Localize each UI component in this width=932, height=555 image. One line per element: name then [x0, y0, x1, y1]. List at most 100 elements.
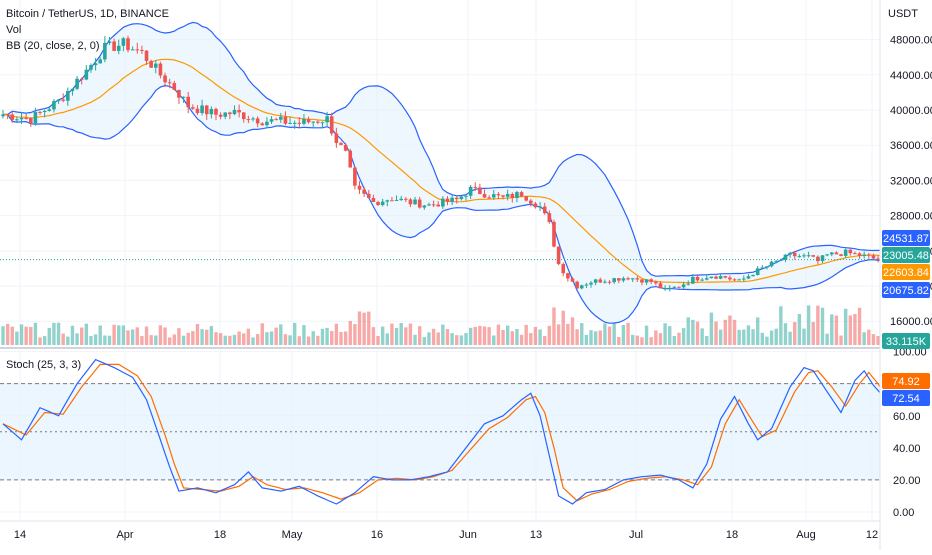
volume-bar: [223, 335, 227, 345]
candle-body: [93, 63, 98, 66]
candle-body: [658, 283, 663, 289]
volume-bar: [797, 313, 802, 345]
candle-body: [445, 198, 450, 202]
volume-bar: [732, 319, 737, 345]
volume-bar: [427, 332, 431, 345]
volume-bar: [862, 332, 866, 345]
stoch-tick-label: 40.00: [893, 443, 921, 455]
badge-bb-basis-box: [882, 264, 930, 280]
volume-bar: [686, 317, 690, 345]
stoch-tick-label: 0.00: [893, 507, 914, 519]
candle-body: [260, 123, 265, 126]
candle-body: [251, 118, 255, 120]
candle-body: [404, 198, 408, 200]
volume-bar: [292, 322, 297, 345]
volume-bar: [705, 335, 709, 345]
candle-body: [140, 49, 144, 51]
candle-body: [269, 119, 274, 122]
candle-body: [612, 278, 616, 283]
candle-body: [575, 281, 579, 289]
volume-bar: [200, 329, 204, 345]
volume-bar: [218, 333, 223, 345]
volume-bar: [205, 329, 209, 345]
symbol-title[interactable]: Bitcoin / TetherUS, 1D, BINANCE: [6, 8, 170, 20]
candle-body: [473, 186, 478, 188]
candle-body: [325, 116, 329, 123]
volume-bar: [42, 336, 47, 345]
candle-body: [431, 204, 436, 206]
candle-body: [691, 276, 695, 284]
volume-bar: [672, 336, 677, 345]
volume-bar: [367, 311, 371, 345]
stoch-legend[interactable]: Stoch (25, 3, 3): [6, 357, 81, 373]
volume-legend[interactable]: Vol: [6, 24, 22, 36]
badge-stoch-k-text: 72.54: [892, 393, 920, 405]
volume-bar: [404, 327, 408, 345]
volume-bar: [783, 323, 788, 345]
candle-body: [589, 282, 593, 285]
volume-bar: [640, 337, 644, 345]
volume-bar: [700, 328, 704, 345]
badge-bb-upper-text: 24531.87: [883, 233, 929, 245]
candle-body: [783, 254, 788, 260]
volume-bar: [181, 335, 186, 345]
volume-bar: [47, 327, 51, 345]
time-tick-label: May: [282, 529, 303, 541]
volume-bar: [394, 327, 399, 345]
candle-body: [640, 279, 644, 283]
candle-body: [686, 283, 691, 285]
stoch-tick-label: 100.00: [893, 347, 927, 359]
candle-body: [728, 277, 732, 280]
volume-bar: [98, 325, 102, 345]
candle-body: [376, 201, 380, 206]
candle-body: [857, 253, 862, 256]
volume-bar: [357, 311, 362, 345]
candle-body: [510, 193, 515, 198]
volume-bar: [737, 329, 741, 345]
volume-bar: [575, 329, 579, 345]
bollinger-lower-line: [3, 84, 880, 324]
volume-bar: [839, 335, 843, 345]
volume-bar: [29, 326, 33, 345]
volume-bar: [380, 326, 385, 345]
volume-bar: [543, 336, 547, 345]
volume-bar: [630, 334, 635, 345]
time-tick-label: Apr: [116, 529, 133, 541]
candle-body: [297, 122, 302, 124]
volume-bar: [149, 335, 153, 345]
candle-body: [15, 119, 19, 121]
candle-body: [422, 205, 427, 208]
candle-body: [172, 83, 177, 90]
volume-bar: [140, 336, 144, 345]
stoch-title[interactable]: Stoch (25, 3, 3): [6, 359, 82, 371]
candle-body: [47, 109, 52, 111]
volume-bar: [570, 317, 575, 345]
candle-body: [19, 117, 24, 120]
candle-body: [10, 114, 15, 120]
volume-bar: [793, 322, 797, 345]
candle-body: [649, 279, 653, 282]
volume-bar: [825, 333, 829, 345]
candle-body: [825, 254, 829, 256]
volume-bar: [834, 315, 839, 345]
volume-bar: [806, 305, 811, 345]
candle-body: [737, 279, 741, 281]
bollinger-legend[interactable]: BB (20, close, 2, 0): [6, 40, 100, 52]
candle-body: [191, 107, 195, 109]
volume-bar: [154, 335, 158, 345]
volume-bar: [19, 324, 24, 345]
volume-bar: [487, 327, 491, 345]
candle-body: [547, 213, 552, 222]
currency-label: USDT: [888, 8, 918, 20]
volume-bar: [765, 336, 769, 345]
badge-volume-box: [882, 333, 930, 349]
candle-body: [24, 117, 28, 119]
volume-bar: [556, 324, 561, 345]
stoch-tick-label: 20.00: [893, 475, 921, 487]
time-tick-label: Jun: [459, 529, 477, 541]
volume-bar: [654, 330, 658, 345]
candle-body: [834, 252, 839, 255]
volume-bar: [468, 327, 473, 345]
candle-body: [144, 50, 149, 61]
